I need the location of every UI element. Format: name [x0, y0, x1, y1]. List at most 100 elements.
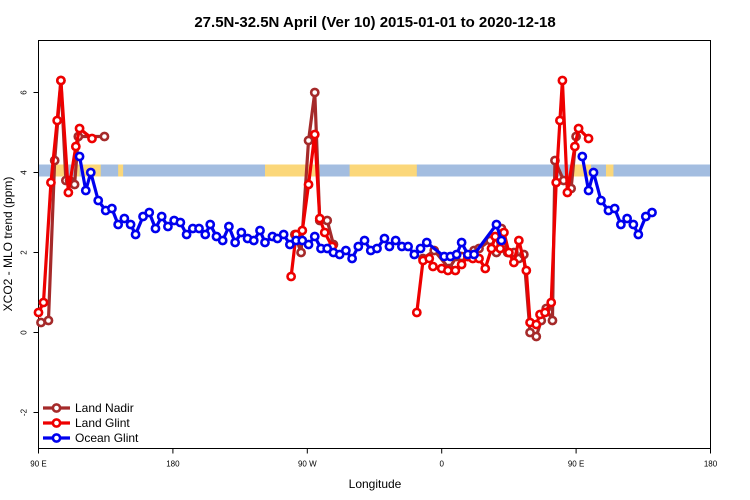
legend-swatch-marker	[51, 433, 62, 443]
x-tick-label: 0	[439, 460, 444, 469]
data-point	[531, 319, 542, 330]
data-point	[33, 307, 44, 318]
data-point	[469, 249, 479, 260]
y-axis-label: XCO2 - MLO trend (ppm)	[1, 177, 15, 312]
x-axis-label: Longitude	[349, 477, 402, 491]
data-point	[428, 261, 438, 272]
data-point	[52, 115, 63, 126]
data-point	[223, 221, 234, 232]
data-point	[43, 315, 54, 326]
data-point	[583, 133, 594, 144]
data-point	[421, 237, 432, 248]
data-point	[546, 297, 557, 308]
data-point	[628, 219, 639, 230]
data-point	[278, 229, 289, 240]
y-tick-label: -2	[20, 408, 29, 416]
y-tick-label: 6	[20, 90, 29, 95]
x-tick-label: 180	[166, 460, 180, 469]
data-point	[119, 213, 130, 224]
y-axis: -2 0 2 4 6	[20, 90, 39, 416]
data-point	[46, 177, 56, 188]
series-land-nadir	[36, 75, 581, 342]
y-tick-label: 4	[20, 170, 29, 175]
data-point	[144, 207, 155, 218]
data-point	[384, 241, 395, 252]
data-point	[113, 219, 124, 230]
data-point	[107, 203, 117, 214]
data-point	[175, 217, 186, 228]
data-point	[236, 227, 247, 238]
data-point	[322, 215, 333, 226]
data-point	[63, 187, 74, 198]
data-point	[359, 235, 370, 246]
data-point	[562, 187, 573, 198]
data-point	[205, 219, 216, 230]
data-point	[521, 265, 532, 276]
legend-swatch-marker	[51, 418, 62, 428]
data-point	[340, 245, 351, 256]
data-point	[309, 87, 320, 98]
data-point	[411, 307, 422, 318]
series-line	[37, 78, 94, 314]
data-point	[296, 247, 306, 258]
data-point	[456, 237, 467, 248]
data-point	[443, 265, 453, 276]
data-point	[456, 259, 467, 270]
land-sea-band	[38, 164, 711, 177]
land-band-segment	[75, 164, 80, 177]
data-point	[309, 129, 320, 140]
data-point	[156, 211, 167, 222]
data-point	[551, 177, 562, 188]
data-point	[547, 315, 558, 326]
data-point	[38, 297, 49, 308]
legend-swatch-marker	[51, 403, 62, 413]
data-point	[531, 331, 542, 342]
series-ocean-glint	[74, 151, 657, 264]
data-point	[255, 225, 265, 236]
data-point	[555, 115, 565, 126]
series-land-glint	[33, 75, 594, 330]
data-point	[125, 219, 136, 230]
data-point	[596, 195, 606, 206]
data-point	[130, 229, 141, 240]
data-point	[609, 203, 620, 214]
data-point	[495, 243, 506, 254]
data-point	[303, 179, 314, 190]
x-tick-label: 90 W	[298, 460, 317, 469]
data-point	[150, 223, 161, 234]
data-point	[314, 213, 325, 224]
data-point	[390, 235, 401, 246]
data-point	[496, 235, 507, 246]
data-point	[297, 225, 308, 236]
data-point	[451, 249, 462, 260]
data-point	[569, 141, 580, 152]
x-tick-label: 90 E	[568, 460, 584, 469]
data-point	[163, 221, 173, 232]
plot-frame	[38, 40, 711, 449]
data-point	[491, 219, 502, 230]
data-point	[583, 185, 594, 196]
data-point	[622, 213, 633, 224]
land-band-segment	[118, 164, 124, 177]
data-point	[85, 167, 96, 178]
data-point	[36, 317, 46, 328]
data-point	[415, 243, 426, 254]
data-point	[260, 237, 270, 248]
x-axis: 90 E 180 90 W 0 90 E 180	[30, 448, 718, 469]
data-point	[87, 133, 97, 144]
data-point	[540, 307, 550, 318]
data-point	[480, 263, 491, 274]
y-tick-label: 2	[20, 250, 29, 255]
data-point	[56, 75, 66, 86]
data-point	[557, 75, 568, 86]
legend-label: Land Glint	[75, 416, 130, 430]
data-point	[616, 219, 626, 230]
data-point	[372, 243, 382, 254]
data-point	[573, 123, 584, 134]
data-point	[230, 237, 241, 248]
data-point	[99, 131, 110, 142]
data-point	[303, 239, 314, 250]
data-point	[70, 141, 81, 152]
data-point	[588, 167, 599, 178]
